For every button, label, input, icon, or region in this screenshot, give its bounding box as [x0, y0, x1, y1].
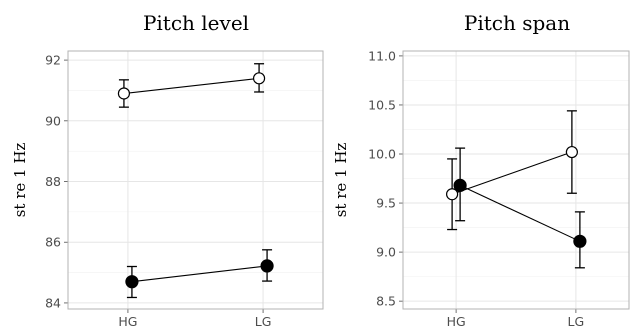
- open-circle-point: [565, 145, 578, 159]
- chart-title: Pitch span: [464, 11, 570, 35]
- y-tick-label: 9.5: [376, 196, 396, 211]
- panel-border: [67, 50, 324, 310]
- series-line: [459, 184, 581, 242]
- open-circle-point: [252, 72, 266, 85]
- y-tick-label: 8.5: [376, 294, 396, 309]
- open-circle-point: [446, 188, 459, 201]
- y-tick-label: 88: [45, 174, 61, 189]
- open-circle-point: [117, 87, 131, 100]
- y-tick-label: 11.0: [368, 48, 396, 63]
- filled-circle-point: [260, 259, 274, 273]
- x-tick-label: LG: [255, 314, 272, 329]
- y-axis-label: st re 1 Hz: [11, 143, 29, 218]
- plot-marks: [117, 63, 274, 299]
- panel-border: [402, 50, 630, 310]
- axis-ticks: 84 86 88 90 92 HG LG: [45, 53, 271, 329]
- y-tick-label: 10.5: [368, 97, 396, 112]
- pitch-span-panel: Pitch span st re 1 Hz 8.5 9.0 9.5 10.0 10.5 1…: [332, 11, 630, 329]
- y-tick-label: 84: [45, 295, 61, 310]
- chart-title: Pitch level: [143, 11, 249, 35]
- y-tick-label: 86: [45, 235, 61, 250]
- y-tick-label: 92: [45, 53, 61, 68]
- series-line: [451, 151, 573, 195]
- pitch-level-panel: Pitch level st re 1 Hz 84 86 88 90 92 HG LG: [11, 11, 324, 329]
- filled-circle-point: [125, 275, 139, 289]
- grid: [68, 51, 323, 309]
- series-line: [123, 77, 260, 95]
- x-tick-label: LG: [568, 314, 585, 329]
- filled-circle-point: [573, 234, 587, 248]
- x-tick-label: HG: [118, 314, 137, 329]
- y-axis-label: st re 1 Hz: [332, 143, 350, 218]
- series-line: [131, 265, 268, 283]
- axis-ticks: 8.5 9.0 9.5 10.0 10.5 11.0 HG LG: [368, 48, 584, 329]
- y-tick-label: 10.0: [368, 147, 396, 162]
- plot-marks: [446, 110, 587, 269]
- y-tick-label: 90: [45, 113, 61, 128]
- filled-circle-point: [453, 178, 467, 192]
- x-tick-label: HG: [447, 314, 466, 329]
- grid: [403, 51, 629, 309]
- y-tick-label: 9.0: [376, 245, 396, 260]
